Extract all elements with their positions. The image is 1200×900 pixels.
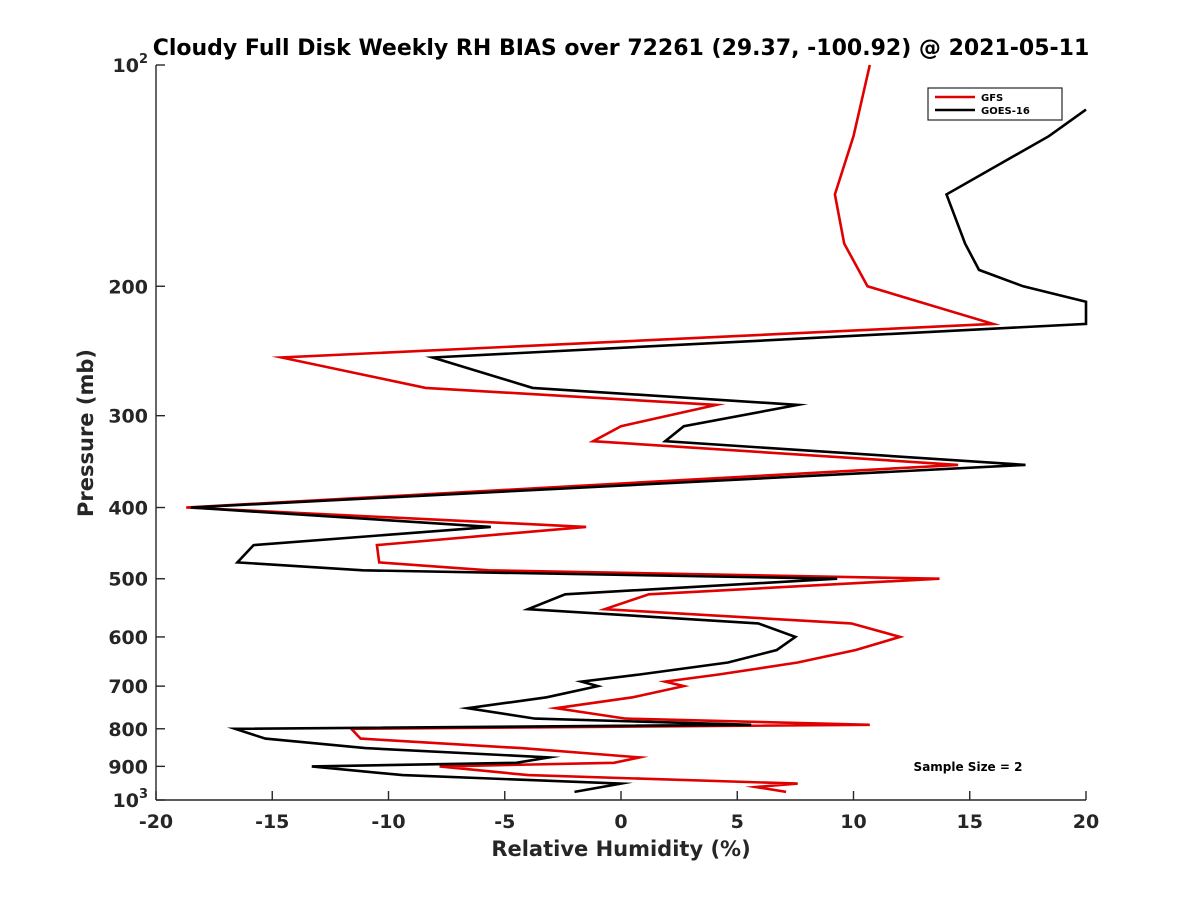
x-axis-ticks: -20 -15 -10 -5 0 5 10 15 20 xyxy=(139,791,1099,833)
y-tick-label: 103 xyxy=(113,787,149,812)
series-layer xyxy=(186,64,1088,794)
x-tick-label: 15 xyxy=(957,811,983,833)
series-line-goes16 xyxy=(190,108,1088,794)
sample-size-annotation: Sample Size = 2 xyxy=(914,760,1023,774)
x-tick-label: -20 xyxy=(139,811,173,833)
plot-area xyxy=(155,65,1086,801)
y-axis-ticks: 102 200 300 400 500 600 700 800 900 103 xyxy=(108,52,165,812)
y-tick-label: 800 xyxy=(108,719,148,741)
x-tick-label: -15 xyxy=(255,811,289,833)
x-tick-label: -10 xyxy=(371,811,405,833)
series-line-gfs xyxy=(186,64,1001,794)
x-tick-label: 5 xyxy=(731,811,744,833)
x-tick-label: 10 xyxy=(840,811,866,833)
y-tick-label: 700 xyxy=(108,676,148,698)
y-tick-label: 400 xyxy=(108,498,148,520)
legend-label-gfs: GFS xyxy=(981,93,1003,104)
legend: GFS GOES-16 xyxy=(927,87,1063,121)
y-axis-label: Pressure (mb) xyxy=(74,349,98,517)
x-axis-label: Relative Humidity (%) xyxy=(491,837,750,861)
y-tick-label: 200 xyxy=(108,276,148,298)
y-tick-label: 500 xyxy=(108,569,148,591)
chart-title: Cloudy Full Disk Weekly RH BIAS over 722… xyxy=(153,36,1090,61)
x-tick-label: 20 xyxy=(1073,811,1099,833)
y-tick-label: 102 xyxy=(113,52,149,77)
legend-label-goes16: GOES-16 xyxy=(981,106,1030,117)
x-tick-label: 0 xyxy=(614,811,627,833)
legend-box xyxy=(927,87,1063,121)
y-tick-label: 600 xyxy=(108,627,148,649)
x-tick-label: -5 xyxy=(494,811,515,833)
y-tick-label: 300 xyxy=(108,406,148,428)
y-tick-label: 900 xyxy=(108,756,148,778)
